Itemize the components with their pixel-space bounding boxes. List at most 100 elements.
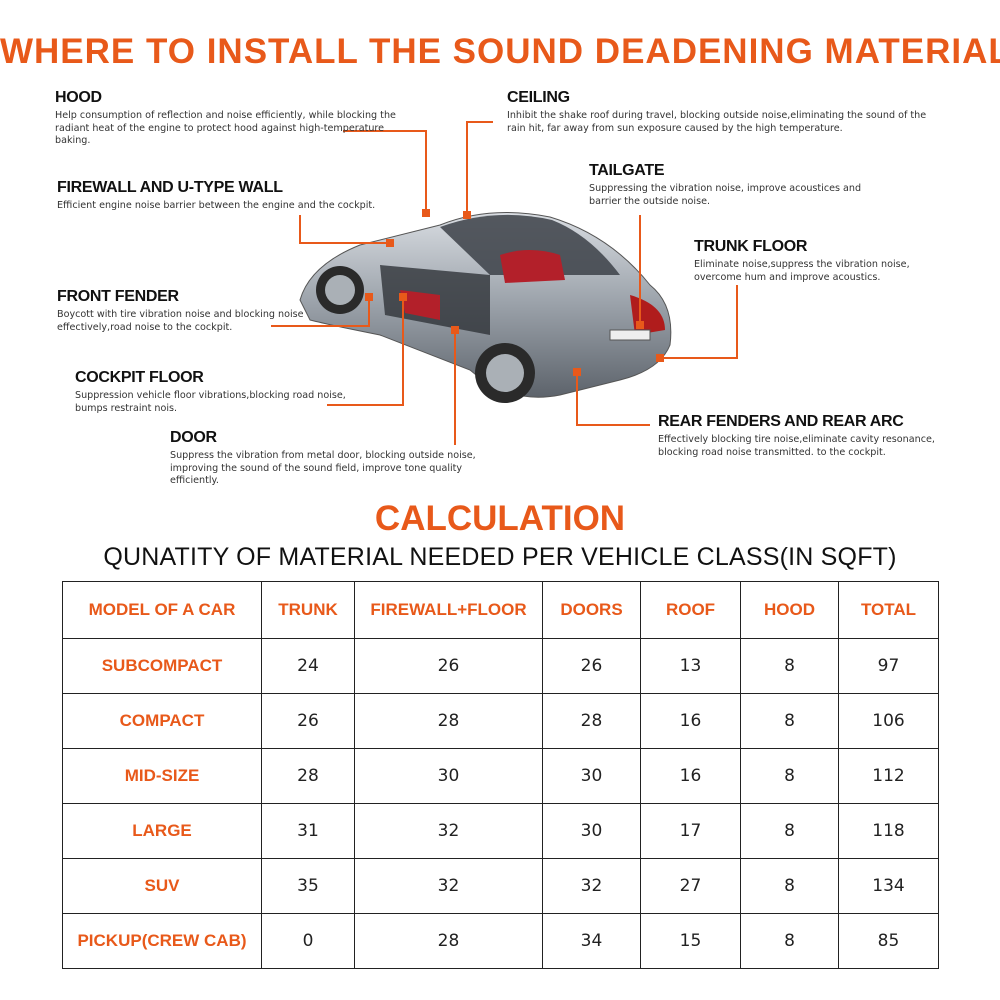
front-fender-marker — [365, 293, 373, 301]
column-header: TOTAL — [838, 581, 939, 639]
value-cell: 8 — [740, 748, 839, 804]
firewall-leader-line — [299, 215, 390, 244]
label-title: TRUNK FLOOR — [694, 238, 808, 255]
value-cell: 0 — [261, 913, 355, 969]
model-cell: MID-SIZE — [62, 748, 262, 804]
label-desc: Efficient engine noise barrier between t… — [57, 200, 376, 211]
value-cell: 30 — [542, 803, 641, 859]
label-desc: Effectively blocking tire noise,eliminat… — [658, 434, 935, 458]
table-row: MID-SIZE 28 30 30 16 8 112 — [62, 748, 939, 804]
label-title: COCKPIT FLOOR — [75, 369, 204, 386]
value-cell: 134 — [838, 858, 939, 914]
label-desc: Eliminate noise,suppress the vibration n… — [694, 259, 910, 283]
label-cockpit-floor: COCKPIT FLOOR Suppression vehicle floor … — [75, 368, 375, 415]
leader-lines — [271, 121, 738, 445]
value-cell: 85 — [838, 913, 939, 969]
cockpit-floor-leader-line — [327, 297, 404, 406]
value-cell: 118 — [838, 803, 939, 859]
ceiling-leader-line — [466, 121, 493, 215]
value-cell: 16 — [640, 748, 741, 804]
value-cell: 24 — [261, 638, 355, 694]
value-cell: 106 — [838, 693, 939, 749]
label-desc: Inhibit the shake roof during travel, bl… — [507, 110, 927, 134]
model-cell: COMPACT — [62, 693, 262, 749]
door-marker — [451, 326, 459, 334]
calculation-heading: CALCULATION — [374, 499, 626, 538]
value-cell: 35 — [261, 858, 355, 914]
value-cell: 27 — [640, 858, 741, 914]
label-title: DOOR — [170, 429, 217, 446]
value-cell: 8 — [740, 638, 839, 694]
label-title: HOOD — [55, 89, 102, 106]
hood-leader-line — [343, 130, 427, 213]
column-header: FIREWALL+FLOOR — [354, 581, 543, 639]
label-title: FRONT FENDER — [57, 288, 179, 305]
label-hood: HOOD Help consumption of reflection and … — [55, 88, 415, 148]
value-cell: 28 — [542, 693, 641, 749]
label-title: REAR FENDERS AND REAR ARC — [658, 413, 904, 430]
column-header: HOOD — [740, 581, 839, 639]
value-cell: 8 — [740, 858, 839, 914]
table-row: LARGE 31 32 30 17 8 118 — [62, 803, 939, 859]
hood-marker — [422, 209, 430, 217]
value-cell: 26 — [542, 638, 641, 694]
value-cell: 97 — [838, 638, 939, 694]
value-cell: 26 — [261, 693, 355, 749]
value-cell: 30 — [354, 748, 543, 804]
label-door: DOOR Suppress the vibration from metal d… — [170, 428, 540, 488]
calculation-subtitle: QUNATITY OF MATERIAL NEEDED PER VEHICLE … — [103, 543, 897, 571]
table-row: COMPACT 26 28 28 16 8 106 — [62, 693, 939, 749]
model-cell: SUBCOMPACT — [62, 638, 262, 694]
trunk-floor-marker — [656, 354, 664, 362]
tailgate-marker — [636, 321, 644, 329]
rear-fender-leader-line — [576, 372, 650, 426]
table-body: SUBCOMPACT 24 26 26 13 8 97 COMPACT 26 28 28 16 8 106… — [62, 638, 939, 969]
column-header: MODEL OF A CAR — [62, 581, 262, 639]
label-desc: Suppression vehicle floor vibrations,blo… — [75, 390, 346, 414]
table-row: SUV 35 32 32 27 8 134 — [62, 858, 939, 914]
value-cell: 32 — [354, 858, 543, 914]
value-cell: 28 — [354, 913, 543, 969]
value-cell: 8 — [740, 693, 839, 749]
label-desc: Boycott with tire vibration noise and bl… — [57, 309, 304, 333]
value-cell: 8 — [740, 913, 839, 969]
label-rear-fenders: REAR FENDERS AND REAR ARC Effectively bl… — [658, 412, 958, 459]
label-desc: Help consumption of reflection and noise… — [55, 110, 396, 146]
column-header: DOORS — [542, 581, 641, 639]
material-table: MODEL OF A CAR TRUNK FIREWALL+FLOOR DOORS RO… — [62, 581, 939, 969]
label-trunk-floor: TRUNK FLOOR Eliminate noise,suppress the… — [694, 237, 934, 284]
value-cell: 32 — [354, 803, 543, 859]
rear-fender-marker — [573, 368, 581, 376]
label-front-fender: FRONT FENDER Boycott with tire vibration… — [57, 287, 327, 334]
value-cell: 13 — [640, 638, 741, 694]
table-header-row: MODEL OF A CAR TRUNK FIREWALL+FLOOR DOORS RO… — [62, 581, 939, 639]
label-ceiling: CEILING Inhibit the shake roof during tr… — [507, 88, 927, 135]
value-cell: 26 — [354, 638, 543, 694]
column-header: ROOF — [640, 581, 741, 639]
label-title: TAILGATE — [589, 162, 665, 179]
label-tailgate: TAILGATE Suppressing the vibration noise… — [589, 161, 889, 208]
model-cell: LARGE — [62, 803, 262, 859]
page-title: WHERE TO INSTALL THE SOUND DEADENING MAT… — [0, 32, 1000, 71]
front-fender-leader-line — [271, 297, 370, 327]
table-row: PICKUP(CREW CAB) 0 28 34 15 8 85 — [62, 913, 939, 969]
value-cell: 28 — [261, 748, 355, 804]
ceiling-marker — [463, 211, 471, 219]
value-cell: 17 — [640, 803, 741, 859]
model-cell: PICKUP(CREW CAB) — [62, 913, 262, 969]
value-cell: 15 — [640, 913, 741, 969]
cockpit-floor-marker — [399, 293, 407, 301]
label-desc: Suppressing the vibration noise, improve… — [589, 183, 862, 207]
value-cell: 31 — [261, 803, 355, 859]
table-row: SUBCOMPACT 24 26 26 13 8 97 — [62, 638, 939, 694]
firewall-marker — [386, 239, 394, 247]
value-cell: 34 — [542, 913, 641, 969]
value-cell: 8 — [740, 803, 839, 859]
model-cell: SUV — [62, 858, 262, 914]
label-desc: Suppress the vibration from metal door, … — [170, 450, 476, 486]
column-header: TRUNK — [261, 581, 355, 639]
trunk-floor-leader-line — [660, 285, 738, 359]
value-cell: 16 — [640, 693, 741, 749]
label-title: CEILING — [507, 89, 570, 106]
label-title: FIREWALL AND U-TYPE WALL — [57, 179, 283, 196]
